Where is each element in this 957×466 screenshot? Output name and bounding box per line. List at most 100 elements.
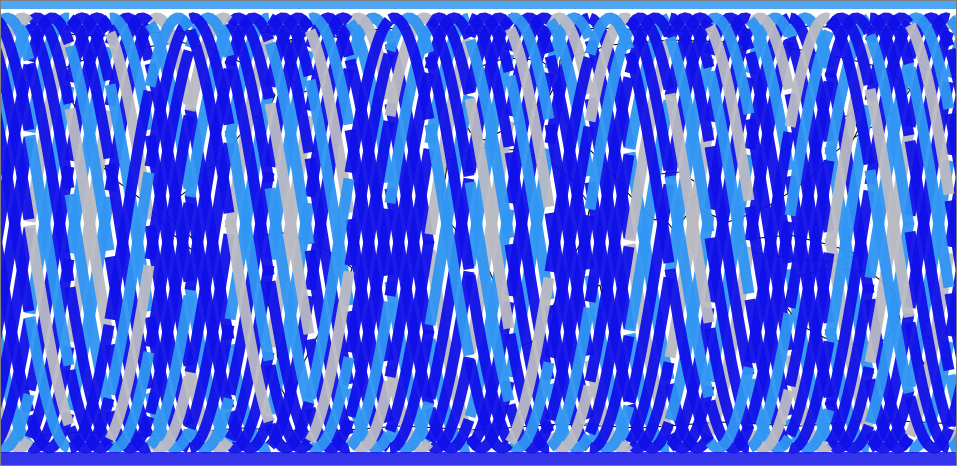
orbit-swath-segment <box>64 369 114 454</box>
orbit-swath-segment <box>264 41 315 246</box>
swath-layer <box>0 12 957 454</box>
orbit-swath-segment <box>144 12 194 88</box>
orbit-swath-segment <box>304 177 355 400</box>
orbit-swath-segment <box>145 294 195 450</box>
orbit-swath-segment <box>184 28 235 214</box>
orbit-swath-segment <box>869 12 915 137</box>
orbit-swath-segment <box>467 12 515 148</box>
orbit-swath-segment <box>784 159 835 388</box>
orbit-swath-segment <box>784 408 835 454</box>
orbit-swath-segment <box>144 49 195 261</box>
orbit-swath-segment <box>188 324 235 454</box>
orbit-swath-segment <box>904 66 955 289</box>
orbit-swath-segment <box>184 12 235 58</box>
orbit-swath-segment <box>705 366 755 454</box>
orbit-swath-segment <box>546 306 595 452</box>
orbit-swath-segment <box>104 171 155 396</box>
orbit-swath-segment <box>464 359 513 454</box>
orbit-swath-segment <box>584 76 635 303</box>
orbit-swath-segment <box>264 400 315 454</box>
orbit-swath-segment <box>106 351 155 454</box>
orbit-swath-segment <box>425 12 475 95</box>
orbit-swath-segment <box>864 87 915 318</box>
orbit-swath-13 <box>0 12 957 454</box>
orbit-swath-segment <box>706 12 755 115</box>
orbit-swath-segment <box>864 169 915 395</box>
orbit-swath-segment <box>464 181 515 403</box>
orbit-swath-segment <box>784 29 835 217</box>
orbit-swath-segment <box>344 16 394 174</box>
orbit-swath-segment <box>24 224 75 427</box>
orbit-swath-segment <box>784 252 835 438</box>
orbit-swath-segment <box>344 120 395 354</box>
orbit-swath-segment <box>344 208 395 419</box>
orbit-swath-segment <box>826 15 875 166</box>
orbit-swath-segment <box>505 276 555 446</box>
orbit-swath-segment <box>64 44 115 252</box>
orbit-swath-segment <box>589 335 635 454</box>
orbit-swath-segment <box>144 114 195 348</box>
orbit-swath-segment <box>704 145 755 377</box>
orbit-swath-segment <box>544 56 595 273</box>
orbit-swath-segment <box>224 58 275 277</box>
orbit-swath-segment <box>0 43 35 221</box>
orbit-swath-segment <box>705 24 755 202</box>
orbit-swath-segment <box>464 97 515 330</box>
orbit-swath-segment <box>0 15 35 131</box>
orbit-swath-segment <box>264 364 314 454</box>
orbit-swath-segment <box>507 12 555 121</box>
orbit-swath-segment <box>625 16 675 172</box>
orbit-swath-segment <box>584 12 632 123</box>
orbit-swath-segment <box>384 148 435 379</box>
orbit-swath-segment <box>0 393 35 454</box>
orbit-swath-segment <box>225 19 275 184</box>
orbit-swath-segment <box>104 89 155 321</box>
orbit-swath-segment <box>224 128 275 362</box>
orbit-swath-segment <box>744 51 795 264</box>
orbit-swath-segment <box>225 12 275 100</box>
orbit-swath-segment <box>24 316 72 453</box>
orbit-swath-segment <box>24 134 75 367</box>
orbit-swath-segment <box>744 131 795 364</box>
orbit-swath-segment <box>68 324 115 454</box>
orbit-swath-segment <box>784 12 831 128</box>
orbit-swath-segment <box>747 312 795 453</box>
orbit-swath-segment <box>264 102 315 335</box>
orbit-swath-segment <box>267 13 315 154</box>
orbit-swath-segment <box>0 318 35 448</box>
orbit-swath-segment <box>305 270 355 444</box>
orbit-swath-segment <box>306 356 355 454</box>
orbit-swath-segment <box>904 395 955 454</box>
orbit-swath-segment <box>704 70 755 295</box>
orbit-swath-segment <box>144 202 195 415</box>
orbit-swath-segment <box>384 12 435 55</box>
orbit-swath-segment <box>626 361 675 454</box>
orbit-swath-segment <box>144 15 193 168</box>
orbit-swath-segment <box>344 52 395 267</box>
orbit-swath-segment <box>384 239 435 433</box>
orbit-swath-segment <box>188 12 235 126</box>
orbit-swath-segment <box>0 12 35 62</box>
orbit-swath-segment <box>584 12 635 56</box>
orbit-swath-segment <box>424 54 475 270</box>
orbit-swath-segment <box>864 33 915 227</box>
orbit-swath-segment <box>425 17 475 178</box>
orbit-swath-segment <box>426 356 475 454</box>
orbit-swath-segment <box>26 12 75 105</box>
orbit-swath-segment <box>24 62 75 283</box>
orbit-swath-segment <box>664 175 715 399</box>
orbit-swath-segment <box>504 26 555 208</box>
orbit-swath-segment <box>464 274 514 445</box>
orbit-swath-segment <box>304 28 355 214</box>
orbit-swath-segment <box>506 361 555 454</box>
orbit-swath-segment <box>825 366 875 454</box>
bottom-swath-band <box>0 452 957 466</box>
orbit-swath-segment <box>304 78 355 307</box>
orbit-swath-segment <box>464 38 515 239</box>
orbit-swath-segment <box>64 107 115 341</box>
orbit-swath-segment <box>664 35 715 233</box>
orbit-swath-segment <box>504 74 555 301</box>
orbit-swath-segment <box>264 187 315 407</box>
